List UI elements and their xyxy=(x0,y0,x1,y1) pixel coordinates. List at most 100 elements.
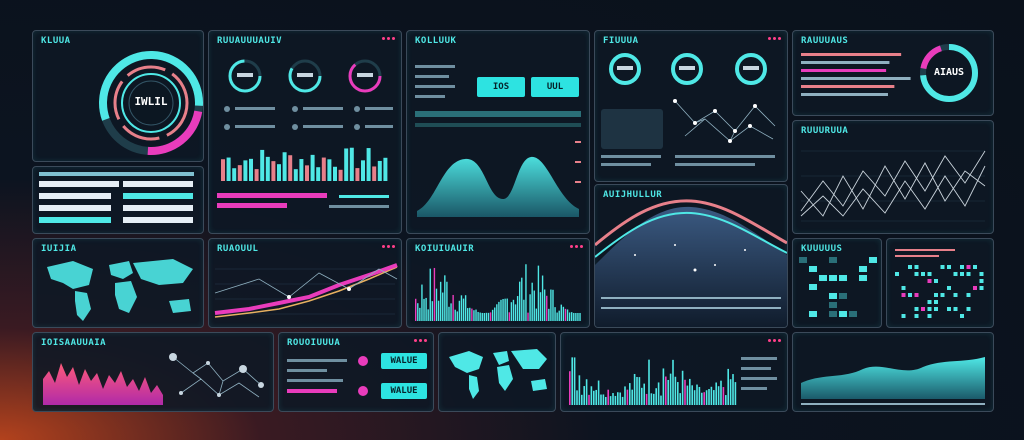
spectrum-bar xyxy=(496,304,498,321)
histogram-bar xyxy=(633,373,636,405)
histogram-bar xyxy=(614,395,617,405)
histogram-bar xyxy=(665,376,667,405)
histogram-bar xyxy=(578,375,581,405)
matrix-cell xyxy=(960,314,964,318)
stripe-bar xyxy=(801,69,887,72)
panel-menu-icon[interactable] xyxy=(382,37,395,40)
trend-panel-title: RUAOUUL xyxy=(217,244,259,254)
spectrum-bar xyxy=(431,301,434,321)
gauge-bar xyxy=(221,159,225,181)
panel-menu-icon[interactable] xyxy=(768,339,781,342)
histogram-bar xyxy=(667,379,669,405)
spectrum-bar xyxy=(556,312,558,321)
progress-bars xyxy=(39,172,194,223)
spectrum-bar xyxy=(485,312,488,321)
histogram-bar xyxy=(602,394,605,405)
histogram-bar xyxy=(727,368,729,405)
network-graphics xyxy=(601,53,776,166)
histogram-bar xyxy=(624,386,626,405)
spectrum-bar xyxy=(481,312,483,321)
histogram-bar xyxy=(617,392,619,405)
spectrum-bar xyxy=(537,265,540,321)
histogram-bar xyxy=(588,394,590,405)
ring-panel-title: RAUUUAUS xyxy=(801,36,849,46)
spectrum-bar xyxy=(439,281,442,321)
histogram-bar xyxy=(689,378,691,405)
histogram-bar xyxy=(590,386,593,405)
value-button-a[interactable]: WALUE xyxy=(381,353,427,369)
matrix-cell xyxy=(947,307,951,311)
matrix-cell xyxy=(921,307,925,311)
bottom-controls-panel: ROUOIUUUA WALUE WALUE xyxy=(278,332,434,412)
spectrum-bar xyxy=(514,304,517,321)
histogram-bar xyxy=(684,379,686,405)
matrix-cell xyxy=(927,314,932,318)
histogram-bar xyxy=(698,386,701,405)
histogram-bar xyxy=(720,380,722,405)
spectrum-bar xyxy=(552,289,554,321)
panel-menu-icon[interactable] xyxy=(768,37,781,40)
matrix-cell xyxy=(908,293,912,297)
block-cell xyxy=(859,266,867,272)
spectrum-bar xyxy=(579,312,581,321)
stripe-bar xyxy=(801,93,888,96)
bottom-area-panel-title: IOISAAUUAIA xyxy=(41,338,107,348)
matrix-cell xyxy=(979,272,984,276)
radial-gauge xyxy=(99,50,203,155)
spectrum-bar xyxy=(535,308,538,321)
hero-button-b[interactable]: UUL xyxy=(531,77,579,97)
matrix-cell xyxy=(914,293,919,297)
block-cell xyxy=(829,311,837,317)
block-cell xyxy=(839,275,847,281)
ring-panel: RAUUUAUS AIAUS xyxy=(792,30,994,116)
gauges-panel: RUUAUUUAUIV xyxy=(208,30,402,234)
gauge-bar xyxy=(282,152,287,181)
spectrum-bar xyxy=(525,264,527,321)
histogram-bar xyxy=(662,368,665,405)
value-button-b[interactable]: WALUE xyxy=(381,383,427,399)
bottom-right-area-panel xyxy=(792,332,994,412)
spectrum-bar xyxy=(429,268,431,321)
matrix-cell xyxy=(901,314,906,318)
panel-menu-icon[interactable] xyxy=(414,339,427,342)
matrix-cell xyxy=(960,265,964,269)
panel-menu-icon[interactable] xyxy=(570,245,583,248)
gauge-bar xyxy=(310,154,315,181)
gauge-bar xyxy=(377,160,382,181)
blocks-panel: KUUUUUS xyxy=(792,238,882,328)
gauge-bar xyxy=(383,157,388,181)
spectrum-bar xyxy=(554,307,556,321)
ring-graphics xyxy=(801,44,978,103)
spectrum-bar xyxy=(473,310,475,321)
spectrum-bar xyxy=(521,277,523,321)
stripe-bar xyxy=(801,85,895,88)
matrix-cell xyxy=(953,293,958,297)
histogram-bar xyxy=(641,387,643,405)
panel-menu-icon[interactable] xyxy=(382,245,395,248)
gauge-bar xyxy=(299,159,304,181)
matrix-cell xyxy=(927,307,932,311)
gauge-bar xyxy=(288,155,293,181)
matrix-cell xyxy=(947,286,951,290)
block-cell xyxy=(829,293,837,299)
histogram-bar xyxy=(674,376,677,405)
hero-button-a[interactable]: IOS xyxy=(477,77,525,97)
matrix-cell xyxy=(934,307,938,311)
block-cell xyxy=(829,275,837,281)
histogram-bar xyxy=(691,385,693,405)
histogram-bar xyxy=(729,379,732,405)
spectrum-bar xyxy=(577,312,579,321)
matrix-cell xyxy=(953,307,958,311)
matrix-cell xyxy=(934,300,938,304)
spectrum-bar xyxy=(548,308,550,321)
gauge-bar xyxy=(293,169,298,181)
histogram-bar xyxy=(701,392,703,405)
stripe-bar xyxy=(801,77,911,80)
block-cell xyxy=(829,302,837,308)
spectrum-bar xyxy=(533,290,535,321)
histogram-bar xyxy=(717,386,720,405)
histogram-bar xyxy=(710,386,713,405)
histogram-bar xyxy=(607,389,609,405)
histogram-bar xyxy=(638,377,641,405)
bottom-area-panel: IOISAAUUAIA xyxy=(32,332,274,412)
